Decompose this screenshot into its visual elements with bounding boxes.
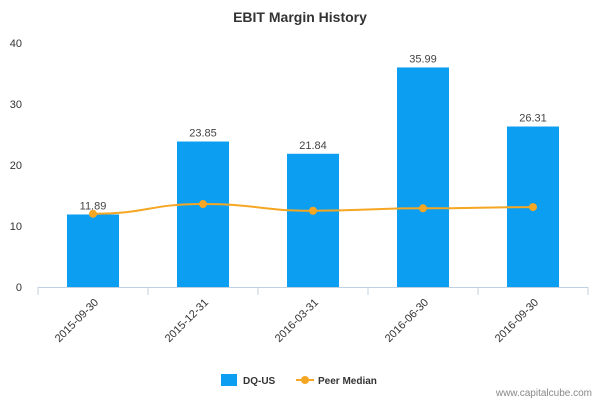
- chart-title: EBIT Margin History: [233, 9, 367, 25]
- bar-value-label: 23.85: [189, 128, 217, 140]
- legend-swatch-peer-median-point: [301, 376, 309, 384]
- legend: DQ-US Peer Median: [221, 374, 377, 387]
- x-axis: 2015-09-30 2015-12-31 2016-03-31 2016-06-30…: [37, 287, 589, 345]
- y-tick-label: 40: [10, 38, 22, 50]
- credit-text: www.capitalcube.com: [495, 388, 592, 399]
- x-tick-label: 2016-06-30: [383, 297, 431, 345]
- x-tick-label: 2015-09-30: [53, 297, 101, 345]
- bar: [397, 67, 449, 287]
- peer-median-point: [89, 209, 97, 218]
- bar-value-label: 11.89: [80, 200, 107, 212]
- y-tick-label: 0: [16, 282, 22, 294]
- peer-median-point: [529, 203, 537, 212]
- line-series: [89, 200, 537, 218]
- legend-label-peer-median: Peer Median: [318, 376, 377, 387]
- y-axis: 0 10 20 30 40: [10, 38, 22, 294]
- peer-median-point: [419, 204, 427, 213]
- y-tick-label: 20: [10, 160, 22, 172]
- legend-label-dq-us: DQ-US: [243, 376, 276, 387]
- bar: [287, 153, 339, 287]
- bar: [67, 214, 119, 287]
- x-tick-label: 2015-12-31: [163, 297, 211, 345]
- bar-value-label: 21.84: [299, 140, 327, 152]
- peer-median-point: [309, 206, 317, 215]
- x-tick-label: 2016-09-30: [493, 297, 541, 345]
- bar-value-label: 35.99: [409, 53, 437, 65]
- y-tick-label: 10: [10, 221, 22, 233]
- legend-swatch-dq-us: [221, 374, 237, 386]
- y-tick-label: 30: [10, 99, 22, 111]
- x-tick-label: 2016-03-31: [273, 297, 321, 345]
- bar-series: 11.89 23.85 21.84 35.99 26.31: [67, 53, 559, 287]
- bar-value-label: 26.31: [519, 113, 547, 125]
- bar: [177, 141, 229, 287]
- peer-median-point: [199, 200, 207, 209]
